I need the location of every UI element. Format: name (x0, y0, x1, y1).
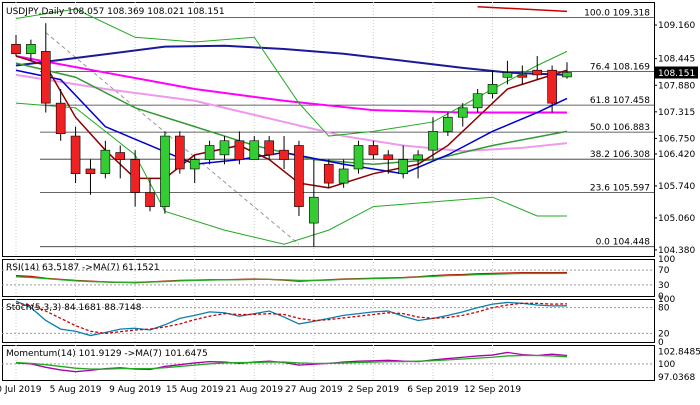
y-tick-label: 108.445 (658, 55, 695, 65)
moving-average-line (15, 44, 568, 76)
candle-body (26, 44, 36, 55)
candle-body (55, 102, 66, 135)
indicator-y-tick-label: 30 (658, 281, 670, 291)
y-tick-label: 109.160 (658, 21, 695, 31)
indicator-y-tick-label: 100 (658, 295, 675, 305)
candle-body (383, 154, 394, 160)
indicator-title: RSI(14) 63.5187 ->MA(7) 61.1521 (6, 263, 160, 273)
y-tick-label: 107.880 (658, 81, 695, 91)
indicator-series-line (15, 354, 568, 370)
fib-level-label: 23.6 105.597 (590, 184, 650, 194)
candle-body (85, 168, 96, 174)
candle-body (40, 51, 51, 104)
candle-body (562, 72, 572, 78)
indicator-y-tick-label: 80 (658, 304, 670, 314)
candle-body (487, 84, 498, 95)
x-tick-label: 21 Aug 2019 (225, 385, 283, 395)
panel-frame-0 (2, 2, 655, 257)
fib-level-label: 50.0 106.883 (590, 123, 650, 133)
candle-body (115, 152, 126, 160)
candle-body (353, 145, 364, 170)
indicator-title: Momentum(14) 101.9129 ->MA(7) 101.6475 (6, 349, 208, 359)
fib-level-label: 76.4 108.169 (590, 63, 650, 73)
candle-body (309, 196, 319, 224)
candle-body (219, 140, 230, 156)
indicator-y-tick-label: 102.8485 (658, 347, 700, 357)
indicator-y-tick-label: 100 (658, 255, 675, 265)
candle-body (547, 69, 557, 104)
candle-body (130, 159, 140, 193)
candle-body (517, 74, 528, 78)
candle-body (338, 168, 349, 184)
indicator-y-tick-label: 0 (658, 292, 664, 302)
candle-body (413, 154, 423, 160)
candle-body (160, 135, 170, 207)
y-tick-label: 104.380 (658, 246, 695, 256)
x-tick-label: 2 Sep 2019 (348, 385, 400, 395)
indicator-y-tick-label: 20 (658, 329, 670, 339)
x-tick-label: 9 Aug 2019 (109, 385, 161, 395)
candle-body (175, 135, 185, 170)
indicator-series-line (15, 272, 568, 283)
x-tick-label: 15 Aug 2019 (166, 385, 224, 395)
candle-body (189, 159, 200, 170)
indicator-series-line (15, 302, 568, 335)
candle-body (70, 135, 81, 174)
candle-body (264, 140, 274, 156)
candle-body (294, 145, 304, 207)
candle-body (145, 192, 155, 207)
candle-body (502, 72, 513, 78)
x-tick-label: 5 Aug 2019 (50, 385, 102, 395)
fib-level-label: 38.2 106.308 (590, 150, 650, 160)
candle-body (457, 107, 468, 118)
last-price-label: 108.151 (658, 69, 695, 79)
candle-body (11, 44, 21, 55)
candle-body (398, 159, 408, 174)
price-title: USDJPY,Daily 108.057 108.369 108.021 108… (6, 7, 225, 17)
y-tick-label: 105.740 (658, 182, 695, 192)
y-tick-label: 105.060 (658, 214, 695, 224)
candle-body (100, 149, 111, 174)
fib-level-label: 100.0 109.318 (584, 9, 650, 19)
candle-body (532, 69, 543, 76)
candle-body (204, 145, 215, 160)
candle-body (443, 116, 453, 132)
fib-trendline (45, 32, 300, 245)
indicator-title: Stoch(5,3,3) 84.1681 88.7148 (6, 303, 142, 313)
x-tick-label: 27 Aug 2019 (285, 385, 343, 395)
last-price-box (654, 66, 698, 79)
moving-average-line (15, 8, 568, 137)
y-tick-label: 106.750 (658, 134, 695, 144)
x-tick-label: 30 Jul 2019 (0, 385, 42, 395)
x-tick-label: 6 Sep 2019 (407, 385, 459, 395)
x-tick-label: 12 Sep 2019 (464, 385, 521, 395)
indicator-y-tick-label: 100 (658, 360, 675, 370)
indicator-y-tick-label: 97.0368 (658, 373, 695, 383)
fib-level-label: 61.8 107.458 (590, 96, 650, 106)
candle-body (472, 93, 483, 109)
moving-average-line (15, 73, 568, 153)
candle-body (428, 131, 438, 151)
indicator-y-tick-label: 0 (658, 338, 664, 348)
candle-body (323, 163, 334, 184)
y-tick-label: 107.315 (658, 108, 695, 118)
moving-average-line (477, 5, 568, 13)
moving-average-line (15, 102, 567, 245)
candle-body (234, 140, 245, 160)
indicator-y-tick-label: 70 (658, 266, 670, 276)
panel-frame-1 (2, 259, 655, 297)
moving-average-line (15, 55, 568, 189)
y-tick-label: 106.420 (658, 150, 695, 160)
indicator-series-line (15, 300, 568, 337)
candle-body (249, 140, 260, 160)
candle-body (279, 149, 289, 160)
candle-body (368, 145, 379, 156)
panel-frame-2 (2, 299, 655, 343)
fib-level-label: 0.0 104.448 (596, 238, 651, 248)
